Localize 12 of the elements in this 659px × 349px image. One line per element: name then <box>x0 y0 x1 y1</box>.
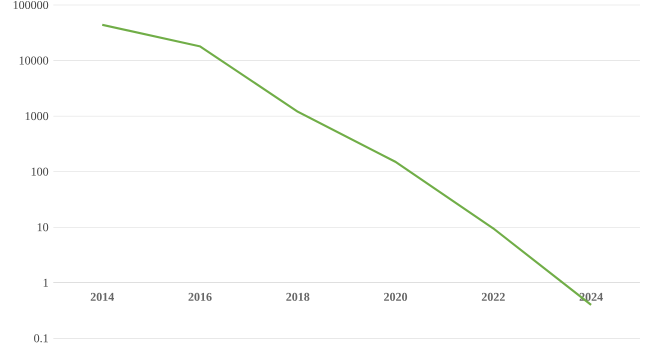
x-tick-label: 2018 <box>286 292 310 301</box>
x-tick-label: 2014 <box>90 292 114 301</box>
y-tick-label: 10 <box>38 223 48 232</box>
y-tick-label: 10000 <box>20 56 48 65</box>
x-tick-label: 2016 <box>188 292 212 301</box>
y-tick-label: 1 <box>44 278 48 287</box>
y-tick-label: 100000 <box>14 0 48 10</box>
y-tick-label: 100 <box>32 168 48 176</box>
x-tick-label: 2022 <box>482 292 505 301</box>
y-tick-label: 0.1 <box>34 334 48 342</box>
x-tick-label: 2020 <box>384 292 408 301</box>
y-tick-label: 1000 <box>26 112 48 120</box>
